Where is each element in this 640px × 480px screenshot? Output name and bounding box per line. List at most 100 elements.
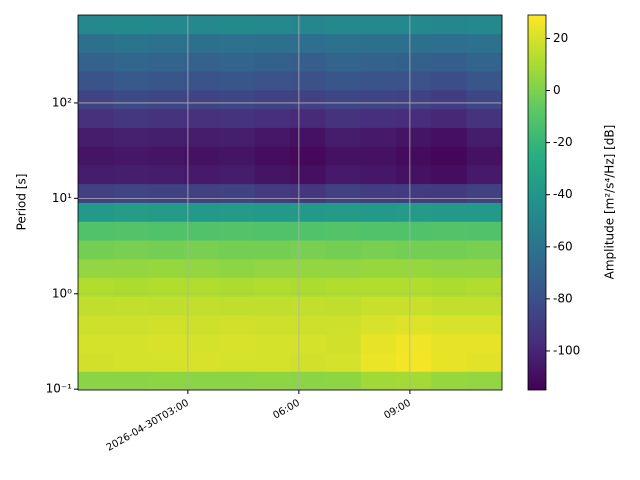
heatmap-cell [360, 15, 397, 35]
heatmap-cell [113, 183, 150, 203]
colorbar-tick-label: -40 [553, 187, 573, 201]
heatmap-cell [219, 183, 256, 203]
heatmap-cell [431, 52, 468, 72]
heatmap-cell [360, 146, 397, 166]
plot-frame [77, 14, 503, 391]
heatmap-cell [290, 258, 326, 278]
heatmap-cell [254, 146, 291, 166]
heatmap-cell [78, 71, 114, 91]
heatmap-cell [254, 202, 291, 222]
heatmap-cell [325, 296, 362, 316]
heatmap-cell [78, 333, 114, 354]
heatmap-cell [184, 371, 220, 391]
heatmap-cell [360, 108, 397, 128]
heatmap-cell [396, 108, 432, 128]
heatmap-cell [184, 315, 220, 335]
heatmap-cell [113, 89, 150, 110]
heatmap-cell [219, 89, 256, 110]
heatmap-cell [396, 15, 432, 35]
heatmap-cell [184, 258, 220, 278]
heatmap-cell [325, 239, 362, 260]
heatmap-cell [360, 164, 397, 185]
heatmap-cell [78, 258, 114, 278]
heatmap-cell [431, 183, 468, 203]
heatmap-cell [219, 239, 256, 260]
heatmap-cell [466, 33, 503, 53]
heatmap-cell [325, 33, 362, 53]
heatmap-cell [360, 52, 397, 72]
heatmap-cell [290, 164, 326, 185]
heatmap-cell [219, 221, 256, 241]
heatmap-cell [254, 258, 291, 278]
heatmap-cell [148, 296, 185, 316]
heatmap-cell [396, 296, 432, 316]
heatmap-cell [325, 202, 362, 222]
heatmap-cell [431, 296, 468, 316]
heatmap-cell [219, 71, 256, 91]
y-axis-label: Period [s] [15, 174, 29, 231]
heatmap-cell [325, 333, 362, 354]
heatmap-cell [396, 89, 432, 110]
heatmap-cell [360, 296, 397, 316]
heatmap-cell [431, 127, 468, 147]
heatmap-cell [431, 146, 468, 166]
heatmap-cell [466, 352, 503, 372]
y-tick-label: 10¹ [52, 191, 72, 205]
heatmap-cell [148, 108, 185, 128]
heatmap-cell [148, 15, 185, 35]
heatmap-cell [78, 127, 114, 147]
heatmap-cell [254, 277, 291, 297]
heatmap-cell [396, 277, 432, 297]
heatmap-cell [396, 202, 432, 222]
heatmap-cell [184, 52, 220, 72]
heatmap-cell [431, 371, 468, 391]
heatmap-cell [254, 239, 291, 260]
heatmap-cell [396, 258, 432, 278]
heatmap-cell [113, 202, 150, 222]
heatmap-cell [148, 333, 185, 354]
heatmap-cell [78, 33, 114, 53]
heatmap-cell [254, 183, 291, 203]
y-tick-label: 10² [52, 95, 72, 109]
heatmap-cell [219, 108, 256, 128]
heatmap-cell [396, 127, 432, 147]
heatmap-cell [466, 127, 503, 147]
heatmap-cell [148, 258, 185, 278]
heatmap-cell [360, 277, 397, 297]
heatmap-cell [78, 164, 114, 185]
heatmap-cell [325, 71, 362, 91]
heatmap-cell [360, 71, 397, 91]
heatmap-cell [290, 33, 326, 53]
heatmap-cell [219, 315, 256, 335]
heatmap-cell [219, 333, 256, 354]
heatmap-cell [184, 239, 220, 260]
x-tick-label: 06:00 [271, 398, 301, 422]
heatmap-cell [78, 239, 114, 260]
heatmap-cell [184, 15, 220, 35]
heatmap-cell [78, 146, 114, 166]
heatmap-cell [254, 333, 291, 354]
colorbar-tick-label: 0 [553, 83, 561, 97]
heatmap-cell [360, 258, 397, 278]
heatmap-cell [396, 315, 432, 335]
heatmap-cell [325, 146, 362, 166]
heatmap-cell [360, 315, 397, 335]
heatmap-cell [290, 371, 326, 391]
heatmap-cell [431, 333, 468, 354]
heatmap-cell [396, 71, 432, 91]
heatmap-cell [360, 202, 397, 222]
heatmap-cell [254, 164, 291, 185]
heatmap-cell [113, 71, 150, 91]
heatmap-cell [78, 52, 114, 72]
heatmap-cell [78, 89, 114, 110]
y-tick-label: 10⁰ [52, 286, 72, 300]
heatmap-cell [396, 352, 432, 372]
heatmap-cell [360, 239, 397, 260]
heatmap-cell [78, 277, 114, 297]
heatmap-cell [113, 296, 150, 316]
heatmap-cell [466, 239, 503, 260]
heatmap-cell [148, 183, 185, 203]
heatmap-cell [325, 258, 362, 278]
heatmap-cell [184, 183, 220, 203]
